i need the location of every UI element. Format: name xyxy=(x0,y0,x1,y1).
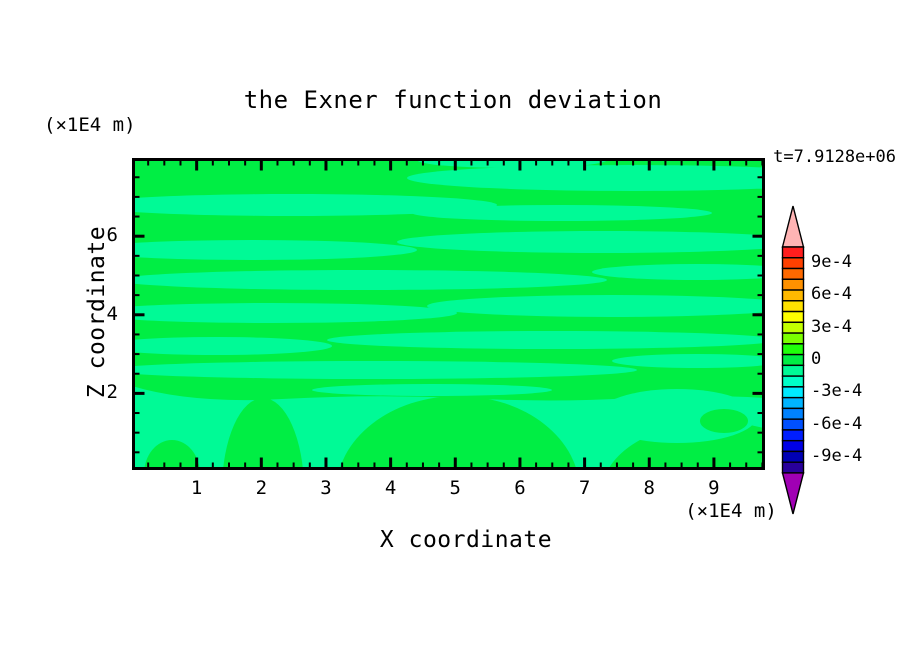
x-tick-label: 3 xyxy=(320,477,332,499)
x-tick-label: 6 xyxy=(514,477,526,499)
mint-streak xyxy=(327,331,765,349)
x-tick-label: 2 xyxy=(255,477,268,499)
colorbar-tick-label: 6e-4 xyxy=(811,284,852,305)
green-blob xyxy=(339,396,577,470)
y-axis-unit-label: (×1E4 m) xyxy=(44,114,136,136)
colorbar-segment xyxy=(781,332,805,345)
colorbar-arrow-down xyxy=(781,472,805,515)
mint-streak xyxy=(132,361,637,379)
colorbar-segment xyxy=(781,343,805,356)
x-tick-label: 5 xyxy=(449,477,462,499)
colorbar-tick-label: -6e-4 xyxy=(811,413,863,434)
colorbar-segment xyxy=(781,267,805,280)
colorbar-segment xyxy=(781,375,805,388)
colorbar-tick-label: 9e-4 xyxy=(811,252,852,273)
mint-streak xyxy=(427,295,765,317)
contour-field xyxy=(132,158,765,470)
colorbar-tick-label: -9e-4 xyxy=(811,445,863,466)
mint-streak xyxy=(132,194,497,216)
chart-title: the Exner function deviation xyxy=(243,86,663,114)
colorbar-segment xyxy=(781,246,805,259)
colorbar-segment xyxy=(781,289,805,302)
colorbar-segment xyxy=(781,450,805,463)
colorbar-segment xyxy=(781,407,805,420)
time-label: t=7.9128e+06 xyxy=(773,147,896,167)
colorbar-tick-label: -3e-4 xyxy=(811,381,863,402)
colorbar-segment xyxy=(781,310,805,324)
colorbar-segment xyxy=(781,300,805,313)
mint-streak xyxy=(132,240,417,260)
green-blob xyxy=(222,398,304,470)
colorbar-segment xyxy=(781,439,805,453)
colorbar-tick-label: 3e-4 xyxy=(811,316,852,337)
green-blob xyxy=(144,440,200,470)
x-axis-unit-label: (×1E4 m) xyxy=(685,500,777,522)
plot-frame xyxy=(132,158,765,470)
mint-streak xyxy=(412,205,712,221)
mint-streak xyxy=(132,303,457,323)
mint-streak xyxy=(592,264,765,280)
colorbar-segment xyxy=(781,321,805,334)
mint-streak xyxy=(397,231,765,253)
colorbar-segment xyxy=(781,257,805,270)
green-inner-blob xyxy=(700,409,748,433)
mint-streak xyxy=(312,384,552,396)
contour-plot-area xyxy=(132,158,765,470)
colorbar-arrow-up xyxy=(781,205,805,248)
colorbar-segment xyxy=(781,396,805,410)
mint-streak xyxy=(132,337,332,355)
y-tick-label: 2 xyxy=(106,381,118,404)
colorbar-tick-label: 0 xyxy=(811,348,822,369)
colorbar-segment xyxy=(781,386,805,399)
colorbar-segment xyxy=(781,278,805,291)
colorbar-segment xyxy=(781,461,805,474)
mint-streak xyxy=(612,354,765,368)
x-tick-label: 1 xyxy=(190,477,203,499)
colorbar-segment xyxy=(781,429,805,442)
y-tick-label: 6 xyxy=(106,224,118,247)
colorbar xyxy=(781,205,805,515)
mint-streak xyxy=(407,165,765,191)
x-tick-label: 8 xyxy=(643,477,655,499)
mint-streak xyxy=(132,270,607,290)
colorbar-segment xyxy=(781,353,805,367)
colorbar-segment xyxy=(781,364,805,377)
x-tick-label: 9 xyxy=(708,477,720,499)
x-tick-label: 4 xyxy=(384,477,397,499)
x-axis-title: X coordinate xyxy=(379,527,553,553)
colorbar-segment xyxy=(781,418,805,431)
y-tick-label: 4 xyxy=(106,302,118,325)
x-tick-label: 7 xyxy=(578,477,591,499)
